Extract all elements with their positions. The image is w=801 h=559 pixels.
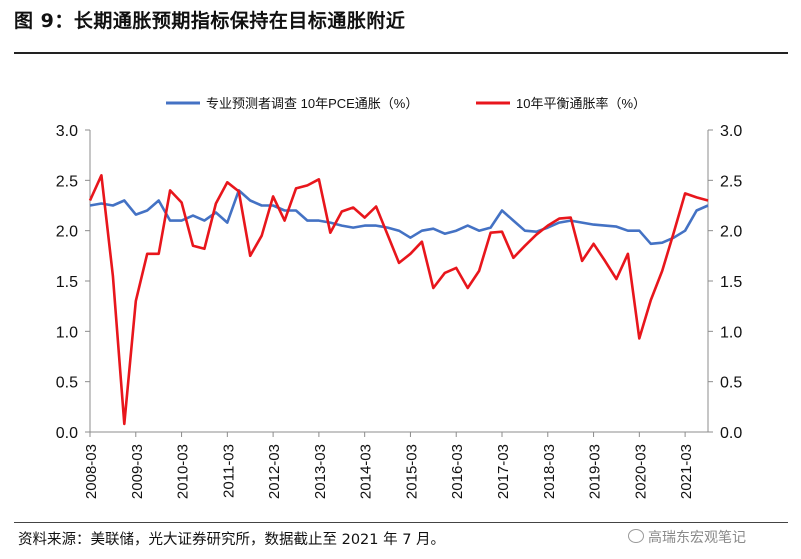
y-left-tick-label: 1.5	[56, 274, 78, 291]
legend-label-breakeven: 10年平衡通胀率（%）	[516, 96, 646, 111]
x-tick-label: 2013-03	[312, 444, 329, 499]
y-left-tick-label: 1.0	[56, 324, 78, 341]
y-right-tick-label: 2.5	[720, 173, 742, 190]
y-left-tick-label: 0.0	[56, 425, 78, 442]
y-right-tick-label: 3.0	[720, 123, 742, 140]
y-right-tick-label: 1.5	[720, 274, 742, 291]
x-tick-label: 2010-03	[175, 444, 192, 499]
y-right-tick-label: 1.0	[720, 324, 742, 341]
source-divider	[14, 522, 788, 523]
x-tick-label: 2009-03	[129, 444, 146, 499]
watermark-text: 高瑞东宏观笔记	[648, 530, 746, 546]
chart-series	[88, 174, 709, 426]
x-tick-label: 2015-03	[403, 444, 420, 499]
y-right-tick-label: 0.5	[720, 375, 742, 392]
x-tick-label: 2008-03	[83, 444, 100, 499]
legend-label-spf-pce: 专业预测者调查 10年PCE通胀（%）	[206, 96, 418, 111]
series-line-breakeven	[88, 174, 709, 426]
y-left-tick-label: 3.0	[56, 123, 78, 140]
x-tick-label: 2017-03	[495, 444, 512, 499]
y-left-tick-label: 2.0	[56, 224, 78, 241]
watermark: 高瑞东宏观笔记	[628, 527, 746, 547]
chart-axes: 0.0 0.5 1.0 1.5 2.0 2.5 3.0 0.0 0.5 1.0 1.5 2.0 2.5 3…	[56, 123, 743, 499]
figure-title: 图 9：长期通胀预期指标保持在目标通胀附近	[14, 10, 406, 32]
x-tick-label: 2014-03	[358, 444, 375, 499]
y-left-tick-label: 0.5	[56, 375, 78, 392]
title-divider	[14, 52, 788, 54]
wechat-icon	[628, 529, 644, 543]
y-right-tick-label: 2.0	[720, 224, 742, 241]
source-note: 资料来源：美联储，光大证券研究所，数据截止至 2021 年 7 月。	[18, 532, 446, 548]
x-tick-label: 2011-03	[220, 444, 237, 498]
y-right-tick-label: 0.0	[720, 425, 742, 442]
chart-legend: 专业预测者调查 10年PCE通胀（%） 10年平衡通胀率（%）	[166, 96, 646, 111]
x-tick-label: 2020-03	[632, 444, 649, 499]
y-left-tick-label: 2.5	[56, 173, 78, 190]
x-tick-label: 2016-03	[449, 444, 466, 499]
x-tick-label: 2018-03	[541, 444, 558, 499]
x-tick-label: 2021-03	[678, 444, 695, 499]
x-tick-label: 2012-03	[266, 444, 283, 499]
x-tick-label: 2019-03	[587, 444, 604, 499]
series-line-spf-pce	[89, 189, 709, 246]
